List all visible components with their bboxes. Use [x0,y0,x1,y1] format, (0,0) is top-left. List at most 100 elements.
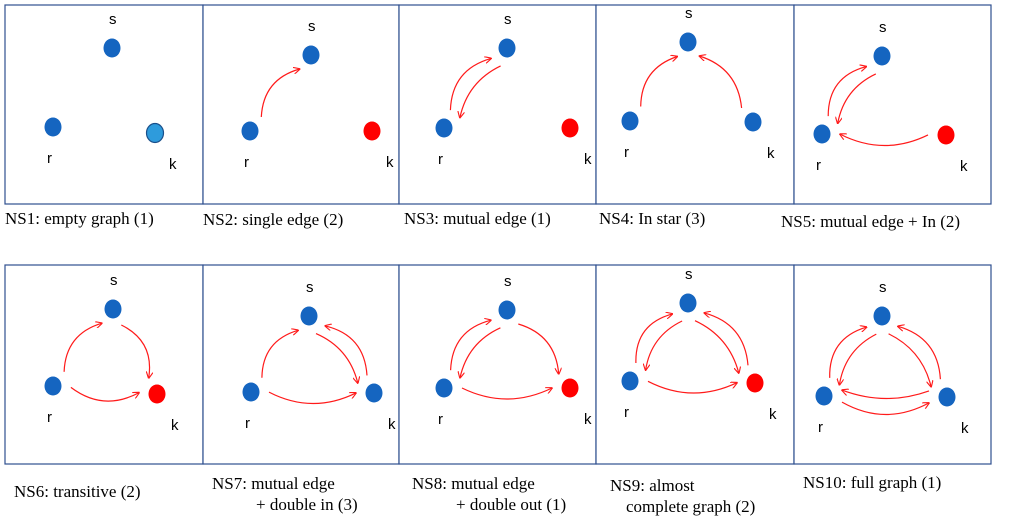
node-k [938,387,956,407]
node-s [873,306,891,326]
panel-frame [4,264,204,465]
edge-s-to-k [518,323,558,374]
panel-frame [398,4,597,205]
node-label-r: r [818,419,823,436]
panel-frame [4,4,204,205]
edge-s-to-r [838,73,877,124]
node-k [937,125,955,145]
panel-ns6: s r k NS6: transitive (2) [4,264,204,501]
panel-caption: NS1: empty graph (1) [5,209,154,228]
node-label-k: k [960,158,968,175]
node-r [435,118,453,138]
node-k [363,121,381,141]
panel-caption: NS2: single edge (2) [203,210,343,229]
edge-s-to-k [315,333,358,384]
node-k [561,378,579,398]
node-s [873,46,891,66]
edge-r-to-s [635,314,673,364]
panel-frame [793,4,992,205]
panel-frame [202,4,400,205]
node-k [365,383,383,403]
edge-r-to-s [449,58,491,111]
node-label-s: s [685,5,693,22]
panel-frame [595,4,795,205]
node-s [103,38,121,58]
node-label-r: r [47,150,52,167]
panel-caption: NS9: almost [610,476,695,495]
panel-frame [595,264,795,465]
node-r [813,124,831,144]
panel-caption: + double in (3) [256,495,358,514]
panel-ns7: s r k NS7: mutual edge + double in (3) [202,264,400,514]
panel-caption: NS3: mutual edge (1) [404,209,551,228]
panel-ns10: s r k NS10: full graph (1) [793,264,992,492]
panel-ns1: s r k NS1: empty graph (1) [4,4,204,228]
node-label-k: k [767,145,775,162]
node-s [498,38,516,58]
edge-r-to-s [827,67,866,117]
node-label-s: s [110,272,118,289]
panel-ns9: s r k NS9: almost complete graph (2) [595,264,795,516]
edge-k-to-s [325,326,368,376]
panel-frame [793,264,992,465]
node-r [621,111,639,131]
node-k [746,373,764,393]
node-r [815,386,833,406]
node-label-k: k [961,420,969,437]
node-k [744,112,762,132]
node-label-r: r [816,157,821,174]
panel-ns3: s r k NS3: mutual edge (1) [398,4,597,228]
node-label-r: r [47,409,52,426]
node-r [242,382,260,402]
node-r [435,378,453,398]
edge-k-to-s [898,326,941,380]
panel-ns4: s r k NS4: In star (3) [595,4,795,228]
panel-caption: complete graph (2) [626,497,755,516]
node-label-s: s [504,273,512,290]
edge-k-to-s [699,56,743,109]
node-k [145,122,165,144]
edge-r-to-s [829,327,867,378]
edge-r-to-s [261,330,298,378]
node-label-r: r [624,144,629,161]
node-s [302,45,320,65]
panel-caption: + double out (1) [456,495,566,514]
edge-r-to-k [461,388,552,400]
node-r [44,117,62,137]
node-label-r: r [245,415,250,432]
node-label-k: k [584,411,592,428]
node-label-s: s [879,279,887,296]
edge-r-to-s [640,57,678,107]
panel-caption: NS5: mutual edge + In (2) [781,212,960,231]
node-s [679,32,697,52]
edge-k-to-r [842,390,930,400]
edge-s-to-r [460,65,501,118]
node-label-r: r [438,151,443,168]
node-label-k: k [386,154,394,171]
edge-s-to-k [694,320,739,373]
node-label-r: r [244,154,249,171]
edge-k-to-r [840,134,929,147]
edge-r-to-s [260,69,299,118]
node-r [621,371,639,391]
panel-caption: NS8: mutual edge [412,474,535,493]
edge-s-to-k [888,333,932,387]
edge-r-to-k [841,401,929,416]
edge-r-to-k [70,386,139,402]
node-r [241,121,259,141]
node-s [104,299,122,319]
panel-frame [398,264,597,465]
node-label-r: r [438,411,443,428]
node-label-s: s [685,266,693,283]
node-s [300,306,318,326]
node-s [679,293,697,313]
node-label-s: s [109,11,117,28]
edge-r-to-k [268,391,356,405]
node-label-k: k [388,416,396,433]
node-label-k: k [169,156,177,173]
panel-ns5: s r k NS5: mutual edge + In (2) [781,4,992,231]
panel-caption: NS10: full graph (1) [803,473,941,492]
edge-s-to-r [460,327,501,378]
panel-caption: NS4: In star (3) [599,209,705,228]
node-label-r: r [624,404,629,421]
